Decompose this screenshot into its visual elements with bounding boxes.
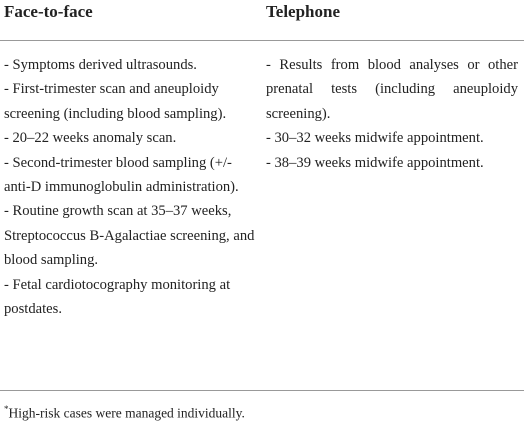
list-item: - Results from blood analyses or other p… [266, 57, 518, 122]
bottom-rule [0, 390, 524, 391]
list-item: - Fetal cardiotocography monitoring at p… [4, 276, 231, 318]
list-item: - 20–22 weeks anomaly scan. [4, 130, 177, 147]
footnote-text: High-risk cases were managed individuall… [8, 405, 245, 421]
column-header: Telephone [266, 2, 341, 21]
list-item: - 30–32 weeks midwife appointment. [266, 130, 484, 147]
list-item: - Second-trimester blood sampling (+/- a… [4, 154, 239, 196]
list-item: - Routine growth scan at 35–37 weeks, St… [4, 203, 255, 269]
column-cell: - Results from blood analyses or other p… [266, 53, 518, 175]
column-cell: - Symptoms derived ultrasounds. - First-t… [4, 53, 260, 321]
list-item: - 38–39 weeks midwife appointment. [266, 154, 484, 171]
list-item: - First-trimester scan and aneuploidy sc… [4, 81, 227, 122]
column-header: Face-to-face [4, 2, 93, 21]
footnote: *High-risk cases were managed individual… [4, 404, 245, 422]
list-item: - Symptoms derived ultrasounds. [4, 57, 197, 73]
header-rule [0, 40, 524, 41]
footnote-marker: * [4, 404, 9, 414]
